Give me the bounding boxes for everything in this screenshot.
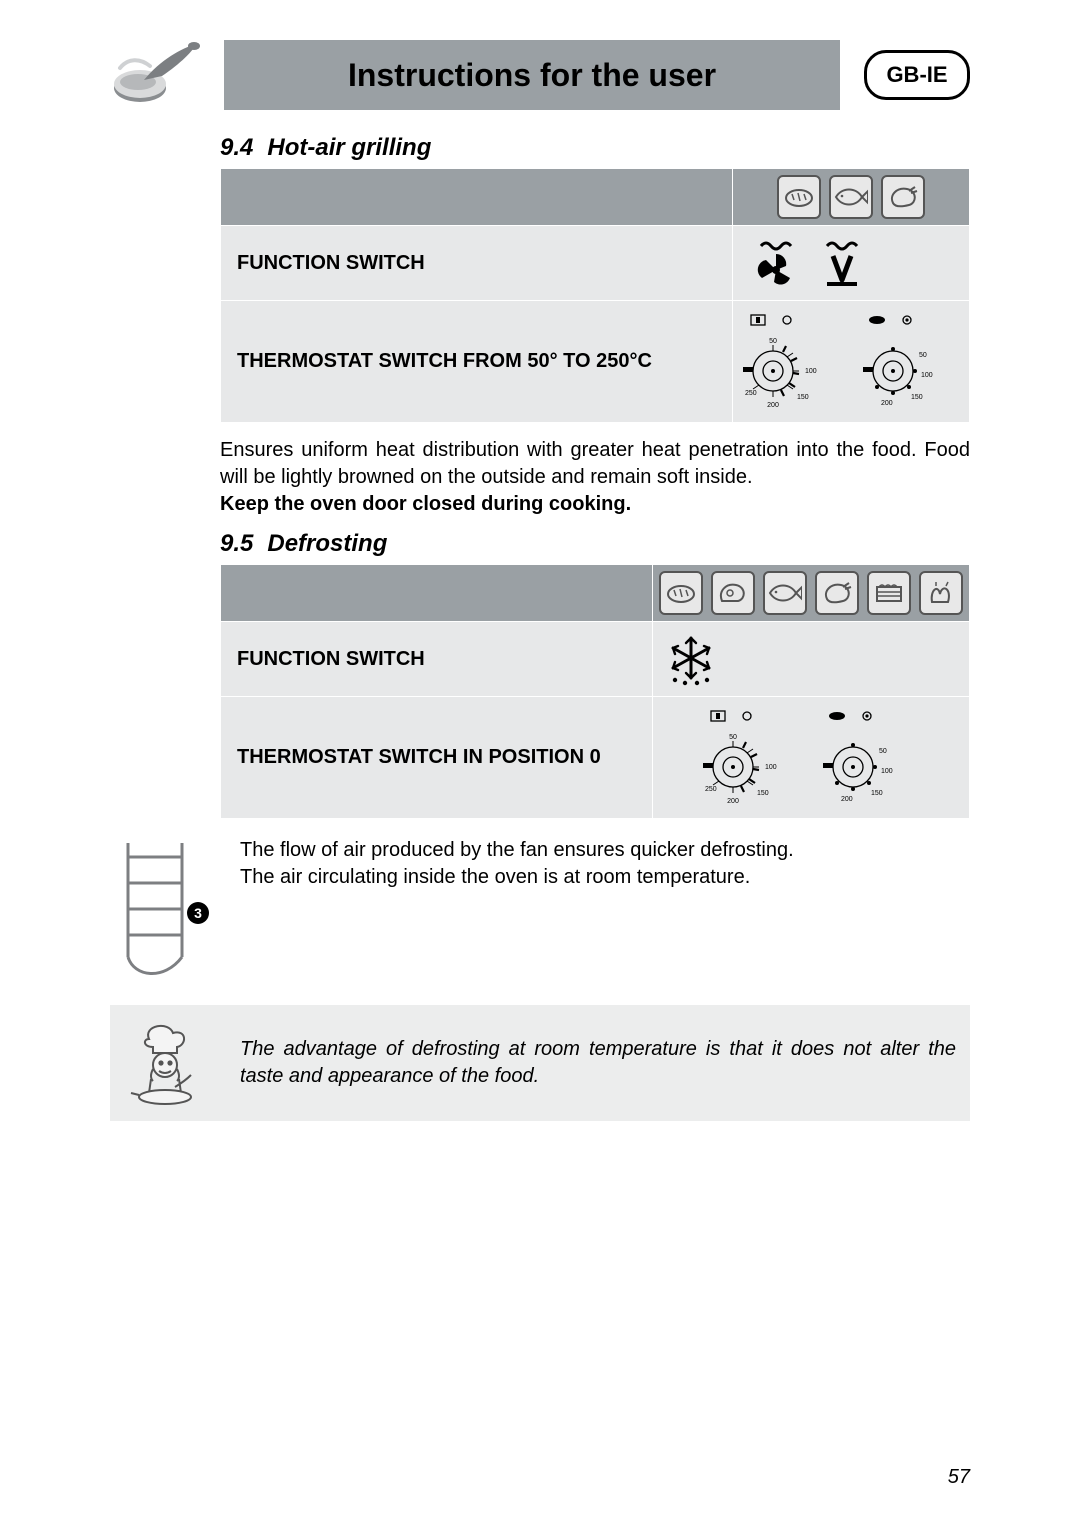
svg-text:250: 250 bbox=[745, 390, 757, 397]
function-switch-label: FUNCTION SWITCH bbox=[221, 226, 733, 301]
chef-icon bbox=[110, 1019, 220, 1107]
bread-icon bbox=[777, 175, 821, 219]
snowflake-icon bbox=[661, 630, 721, 688]
defrost-line2: The air circulating inside the oven is a… bbox=[240, 866, 750, 888]
chef-tip-row: The advantage of defrosting at room temp… bbox=[110, 1005, 970, 1121]
fish-icon bbox=[829, 175, 873, 219]
thermostat-label: THERMOSTAT SWITCH FROM 50° TO 250°C bbox=[221, 301, 733, 423]
page-title: Instructions for the user bbox=[348, 57, 716, 94]
region-badge-text: GB-IE bbox=[886, 62, 947, 88]
svg-text:100: 100 bbox=[805, 368, 817, 375]
thermostat-label: THERMOSTAT SWITCH IN POSITION 0 bbox=[221, 697, 653, 819]
thermostat-dials-cell: 50 100 150 200 250 bbox=[733, 301, 970, 423]
section-heading-hot-air: 9.4 Hot-air grilling bbox=[220, 134, 970, 162]
svg-text:100: 100 bbox=[765, 764, 777, 771]
table-row: FUNCTION SWITCH bbox=[221, 226, 970, 301]
thermostat-dial-icon: 50 100 150 200 250 bbox=[741, 309, 961, 409]
defrost-line1: The flow of air produced by the fan ensu… bbox=[240, 839, 794, 861]
svg-text:150: 150 bbox=[871, 790, 883, 797]
defrost-info-text: The flow of air produced by the fan ensu… bbox=[240, 837, 970, 891]
section-number: 9.5 bbox=[220, 530, 253, 557]
section-heading-defrost: 9.5 Defrosting bbox=[220, 530, 970, 558]
svg-text:200: 200 bbox=[767, 402, 779, 409]
table-row: THERMOSTAT SWITCH FROM 50° TO 250°C bbox=[221, 301, 970, 423]
svg-text:50: 50 bbox=[769, 338, 777, 345]
page-header: Instructions for the user GB-IE bbox=[110, 40, 970, 110]
bread-icon bbox=[659, 571, 703, 615]
table-defrost: FUNCTION SWITCH bbox=[220, 564, 970, 819]
defrost-info-row: 3 The flow of air produced by the fan en… bbox=[110, 837, 970, 987]
content-area: 9.4 Hot-air grilling bbox=[220, 134, 970, 1121]
spoon-food-icon bbox=[110, 40, 200, 110]
svg-text:3: 3 bbox=[194, 905, 202, 921]
food-icons-cell bbox=[653, 565, 970, 622]
svg-text:150: 150 bbox=[797, 394, 809, 401]
food-icons-cell bbox=[733, 169, 970, 226]
svg-text:200: 200 bbox=[841, 796, 853, 803]
section-title: Hot-air grilling bbox=[267, 134, 431, 161]
page-title-bar: Instructions for the user bbox=[224, 40, 840, 110]
lasagna-icon bbox=[867, 571, 911, 615]
section-number: 9.4 bbox=[220, 134, 253, 161]
food-icons-row bbox=[777, 175, 925, 219]
thermostat-dials-cell: 50 100 150 200 250 bbox=[653, 697, 970, 819]
chef-tip-text: The advantage of defrosting at room temp… bbox=[240, 1036, 956, 1090]
chicken-icon bbox=[881, 175, 925, 219]
region-badge: GB-IE bbox=[864, 50, 970, 100]
svg-text:50: 50 bbox=[729, 734, 737, 741]
grill-fan-icon bbox=[741, 234, 881, 292]
hot-air-bold-text: Keep the oven door closed during cooking… bbox=[220, 493, 631, 515]
function-switch-icons-cell bbox=[733, 226, 970, 301]
table-row: FUNCTION SWITCH bbox=[221, 622, 970, 697]
oven-rack-icon: 3 bbox=[110, 837, 220, 987]
table-row: THERMOSTAT SWITCH IN POSITION 0 bbox=[221, 697, 970, 819]
table-header-blank bbox=[221, 565, 653, 622]
table-row bbox=[221, 169, 970, 226]
function-switch-label: FUNCTION SWITCH bbox=[221, 622, 653, 697]
svg-text:150: 150 bbox=[911, 394, 923, 401]
page: Instructions for the user GB-IE 9.4 Hot-a… bbox=[0, 0, 1080, 1529]
table-row bbox=[221, 565, 970, 622]
svg-text:100: 100 bbox=[881, 768, 893, 775]
vegetables-icon bbox=[919, 571, 963, 615]
svg-text:100: 100 bbox=[921, 372, 933, 379]
hot-air-paragraph: Ensures uniform heat distribution with g… bbox=[220, 437, 970, 518]
table-hot-air: FUNCTION SWITCH bbox=[220, 168, 970, 423]
function-switch-icons-cell bbox=[653, 622, 970, 697]
svg-text:200: 200 bbox=[727, 798, 739, 805]
meat-icon bbox=[711, 571, 755, 615]
section-title: Defrosting bbox=[267, 530, 387, 557]
svg-text:50: 50 bbox=[879, 748, 887, 755]
food-icons-row bbox=[659, 571, 963, 615]
page-number: 57 bbox=[948, 1466, 970, 1489]
svg-text:150: 150 bbox=[757, 790, 769, 797]
svg-text:200: 200 bbox=[881, 400, 893, 407]
thermostat-dial-icon: 50 100 150 200 250 bbox=[701, 705, 921, 805]
svg-text:50: 50 bbox=[919, 352, 927, 359]
svg-text:250: 250 bbox=[705, 786, 717, 793]
table-header-blank bbox=[221, 169, 733, 226]
hot-air-text: Ensures uniform heat distribution with g… bbox=[220, 439, 970, 488]
chicken-icon bbox=[815, 571, 859, 615]
fish-icon bbox=[763, 571, 807, 615]
